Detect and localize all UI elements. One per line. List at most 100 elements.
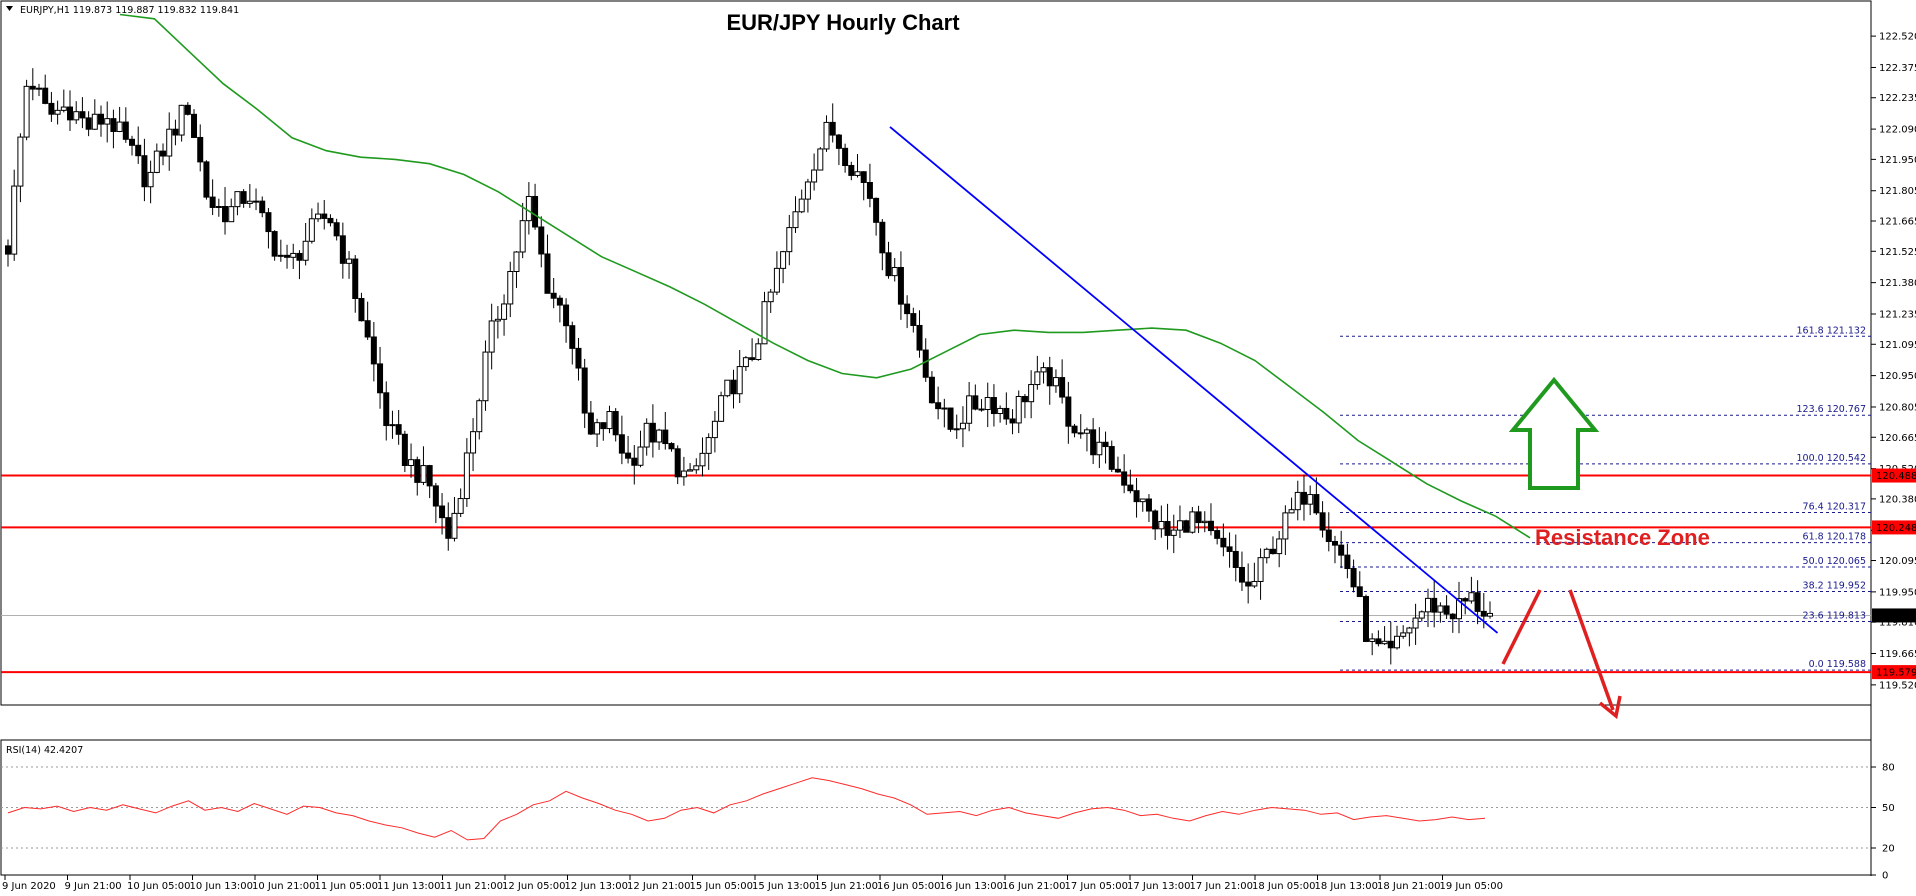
candle-bearish: [5, 245, 11, 255]
candle-bullish: [463, 452, 470, 500]
resistance-zone-label: Resistance Zone: [1535, 525, 1710, 550]
candle-bearish: [575, 347, 582, 369]
candle-bearish: [730, 379, 737, 395]
time-tick-label: 15 Jun 05:00: [690, 881, 754, 892]
candle-bearish: [240, 191, 247, 204]
candle-bullish: [277, 254, 284, 257]
candle-bearish: [79, 111, 86, 119]
candle-bearish: [649, 422, 656, 443]
candle-bearish: [432, 485, 439, 507]
candle-bearish: [866, 181, 873, 199]
current-price-tag-text: 119.841: [1876, 611, 1916, 622]
candle-bearish: [587, 412, 594, 435]
candle-bullish: [959, 422, 966, 430]
candle-bearish: [569, 325, 576, 349]
fib-level-label: 61.8 120.178: [1803, 532, 1866, 543]
price-tick-label: 122.520: [1879, 32, 1916, 43]
time-tick-label: 11 Jun 05:00: [315, 881, 379, 892]
candles: [5, 68, 1493, 665]
candle-bullish: [767, 291, 774, 303]
price-panel: [0, 0, 1872, 706]
direction-arrows: [1501, 376, 1622, 720]
rsi-line: [7, 777, 1486, 841]
candle-bullish: [786, 227, 793, 253]
candle-bullish: [494, 318, 501, 322]
candle-bearish: [1145, 498, 1152, 512]
time-tick-label: 15 Jun 13:00: [752, 881, 816, 892]
downtrend-line: [889, 126, 1499, 634]
candle-bearish: [935, 402, 942, 410]
candle-bearish: [749, 357, 756, 361]
candle-bearish: [972, 395, 979, 410]
candle-bullish: [147, 171, 154, 188]
candle-bullish: [643, 422, 650, 448]
candle-bullish: [718, 395, 725, 422]
candle-bearish: [197, 136, 204, 163]
candle-bullish: [817, 148, 824, 171]
current-price-tag: [1872, 608, 1916, 623]
time-tick-label: 9 Jun 2020: [2, 881, 56, 892]
candle-bearish: [370, 336, 377, 365]
candle-bullish: [482, 351, 489, 402]
candle-bullish: [1437, 605, 1444, 613]
candle-bullish: [346, 258, 353, 264]
candle-bullish: [1400, 632, 1407, 637]
candle-bearish: [904, 303, 911, 315]
candle-bearish: [1431, 597, 1438, 613]
time-tick-label: 10 Jun 05:00: [127, 881, 191, 892]
candle-bullish: [166, 128, 173, 157]
candle-bullish: [315, 213, 322, 220]
fib-level-label: 23.6 119.813: [1803, 611, 1866, 622]
candle-bullish: [724, 379, 731, 397]
candle-bearish: [1127, 484, 1134, 492]
candle-bearish: [160, 150, 167, 157]
candle-bearish: [1207, 520, 1214, 532]
candle-bullish: [1282, 512, 1289, 540]
candle-bearish: [209, 196, 216, 208]
candle-bearish: [1331, 540, 1338, 546]
candle-bearish: [29, 85, 36, 90]
candle-bullish: [153, 150, 160, 173]
candle-bullish: [780, 251, 787, 269]
candle-bearish: [1387, 640, 1394, 649]
candle-bullish: [711, 420, 718, 439]
candle-bearish: [885, 252, 892, 277]
candle-bullish: [408, 459, 415, 467]
candle-bearish: [916, 324, 923, 351]
candle-bullish: [804, 181, 811, 200]
candle-bearish: [1102, 441, 1109, 448]
candle-bullish: [1406, 627, 1413, 634]
candle-bullish: [476, 400, 483, 433]
rsi-label: RSI(14) 42.4207: [6, 745, 83, 756]
candle-bearish: [1195, 511, 1202, 524]
candle-bearish: [383, 392, 390, 427]
price-tick-label: 120.095: [1879, 556, 1916, 567]
fib-level-label: 76.4 120.317: [1803, 502, 1866, 513]
dropdown-triangle-icon[interactable]: [6, 6, 13, 11]
candle-bearish: [556, 297, 563, 306]
candle-bullish: [104, 118, 111, 125]
candle-bullish: [773, 267, 780, 293]
candle-bullish: [594, 422, 601, 435]
candle-bearish: [1021, 396, 1028, 403]
candle-bearish: [284, 254, 291, 258]
candle-bullish: [1418, 611, 1425, 619]
time-tick-label: 18 Jun 21:00: [1377, 881, 1441, 892]
candle-bullish: [253, 200, 260, 203]
arrow-head-icon: [1598, 695, 1622, 720]
candle-bullish: [1294, 491, 1301, 511]
resistance-price-tag-text: 120.248: [1876, 523, 1916, 534]
price-tick-label: 120.665: [1879, 433, 1916, 444]
candle-bearish: [1474, 592, 1481, 612]
candle-bearish: [377, 363, 384, 394]
candle-bullish: [1096, 441, 1103, 456]
candle-bearish: [1071, 425, 1078, 434]
price-tick-label: 119.520: [1879, 680, 1916, 691]
candle-bullish: [742, 357, 749, 368]
candle-bearish: [135, 144, 142, 157]
candle-bullish: [23, 85, 30, 138]
candle-bullish: [1034, 371, 1041, 386]
candle-bullish: [519, 220, 526, 253]
